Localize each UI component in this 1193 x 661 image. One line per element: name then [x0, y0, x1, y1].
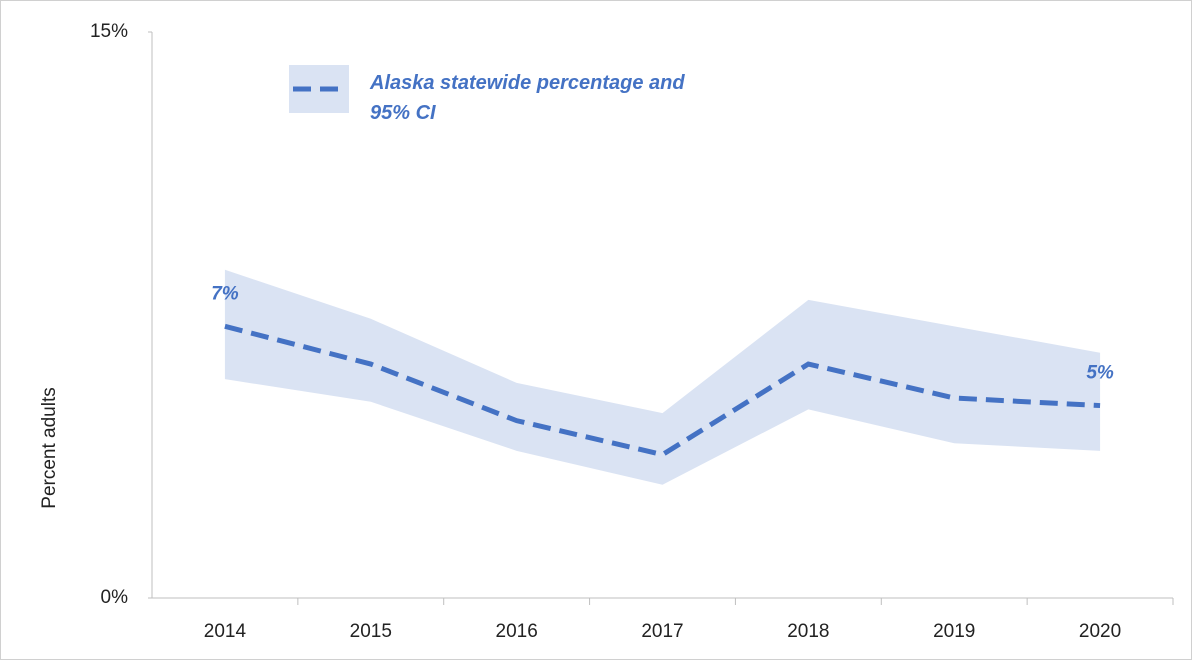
x-tick-label: 2018: [787, 621, 829, 642]
data-label: 5%: [1086, 363, 1114, 384]
x-tick-label: 2014: [204, 621, 247, 642]
line: [224, 323, 1101, 458]
legend-label: Alaska statewide percentage and 95% CI: [370, 72, 685, 124]
x-tick-label: 2020: [1079, 621, 1121, 642]
y-tick-label: 15%: [90, 21, 128, 42]
x-tick-label: 2015: [350, 621, 392, 642]
y-tick-label: 0%: [101, 587, 129, 608]
x-tick-label: 2019: [933, 621, 975, 642]
x-tick-label: 2017: [641, 621, 683, 642]
y-axis-label: Percent adults: [39, 387, 60, 508]
x-tick-label: 2016: [496, 621, 538, 642]
data-label: 7%: [211, 283, 239, 304]
ci-band: [224, 269, 1101, 485]
